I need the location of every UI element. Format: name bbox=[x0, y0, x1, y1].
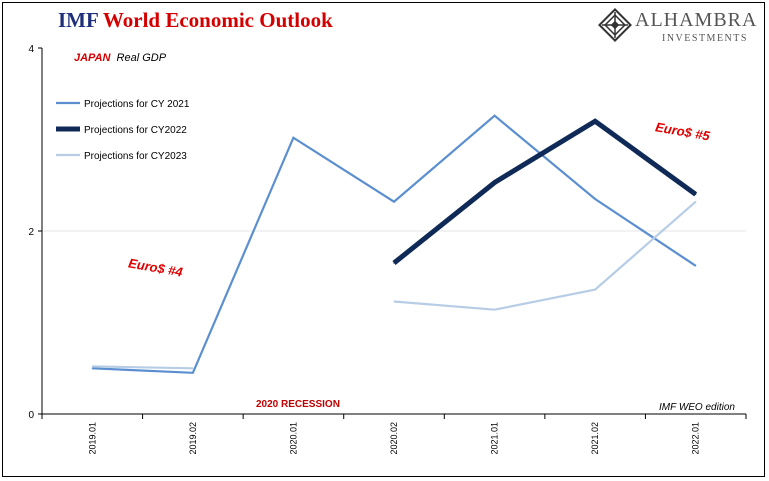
chart-title: IMF World Economic Outlook bbox=[58, 8, 333, 33]
legend-label: Projections for CY2023 bbox=[84, 151, 187, 162]
data-point bbox=[493, 309, 496, 311]
x-tick-label: 2020.01 bbox=[288, 422, 298, 455]
data-point bbox=[192, 367, 194, 369]
x-tick-label: 2021.02 bbox=[590, 422, 600, 455]
alhambra-logo: ALHAMBRA INVESTMENTS bbox=[592, 6, 762, 46]
series-line-3 bbox=[393, 200, 697, 311]
annotation-recession: 2020 RECESSION bbox=[256, 399, 340, 410]
data-point bbox=[594, 288, 596, 291]
x-tick-label: 2019.01 bbox=[87, 422, 97, 455]
data-point bbox=[493, 115, 496, 117]
series-line-2 bbox=[392, 118, 698, 265]
y-tick-label: 2 bbox=[28, 227, 34, 238]
annotation-weo-edition: IMF WEO edition bbox=[659, 402, 735, 413]
series-line-3 bbox=[92, 365, 193, 370]
subtitle-country: JAPAN bbox=[74, 52, 112, 64]
data-point bbox=[393, 201, 395, 203]
data-point bbox=[594, 120, 596, 122]
data-point bbox=[594, 198, 596, 200]
data-point bbox=[292, 137, 295, 139]
data-point bbox=[393, 262, 395, 264]
y-tick-label: 0 bbox=[28, 410, 34, 421]
legend: Projections for CY 2021 Projections for C… bbox=[56, 99, 190, 162]
logo-name: ALHAMBRA bbox=[635, 9, 758, 31]
annotation-euro4: Euro$ #4 bbox=[127, 255, 184, 279]
legend-label: Projections for CY 2021 bbox=[84, 99, 190, 110]
title-prefix: IMF bbox=[58, 8, 99, 32]
x-tick-label: 2021.01 bbox=[490, 422, 500, 455]
diamond-logo-icon bbox=[598, 8, 632, 42]
data-point bbox=[695, 193, 697, 195]
data-point bbox=[695, 265, 697, 267]
chart-frame bbox=[2, 2, 765, 477]
x-tick-label: 2022.01 bbox=[691, 422, 701, 455]
annotation-euro5: Euro$ #5 bbox=[654, 119, 711, 143]
logo-sub: INVESTMENTS bbox=[662, 33, 748, 44]
x-tick-label: 2019.02 bbox=[188, 422, 198, 455]
subtitle-rest: Real GDP bbox=[117, 52, 167, 64]
data-point bbox=[695, 201, 697, 203]
legend-label: Projections for CY2022 bbox=[84, 125, 187, 136]
y-tick-label: 4 bbox=[28, 44, 34, 55]
x-tick-label: 2020.02 bbox=[389, 422, 399, 455]
data-point bbox=[393, 300, 395, 303]
data-point bbox=[91, 367, 93, 369]
data-point bbox=[192, 372, 194, 374]
title-main: World Economic Outlook bbox=[102, 8, 333, 32]
series-layer bbox=[91, 114, 698, 374]
data-point bbox=[91, 365, 93, 368]
axes-layer: 0 2 4 2019.01 2019.02 2020.01 2020.02 2021.01 20… bbox=[28, 44, 747, 455]
data-point bbox=[493, 181, 496, 184]
chart-subtitle: JAPAN Real GDP bbox=[74, 52, 167, 64]
